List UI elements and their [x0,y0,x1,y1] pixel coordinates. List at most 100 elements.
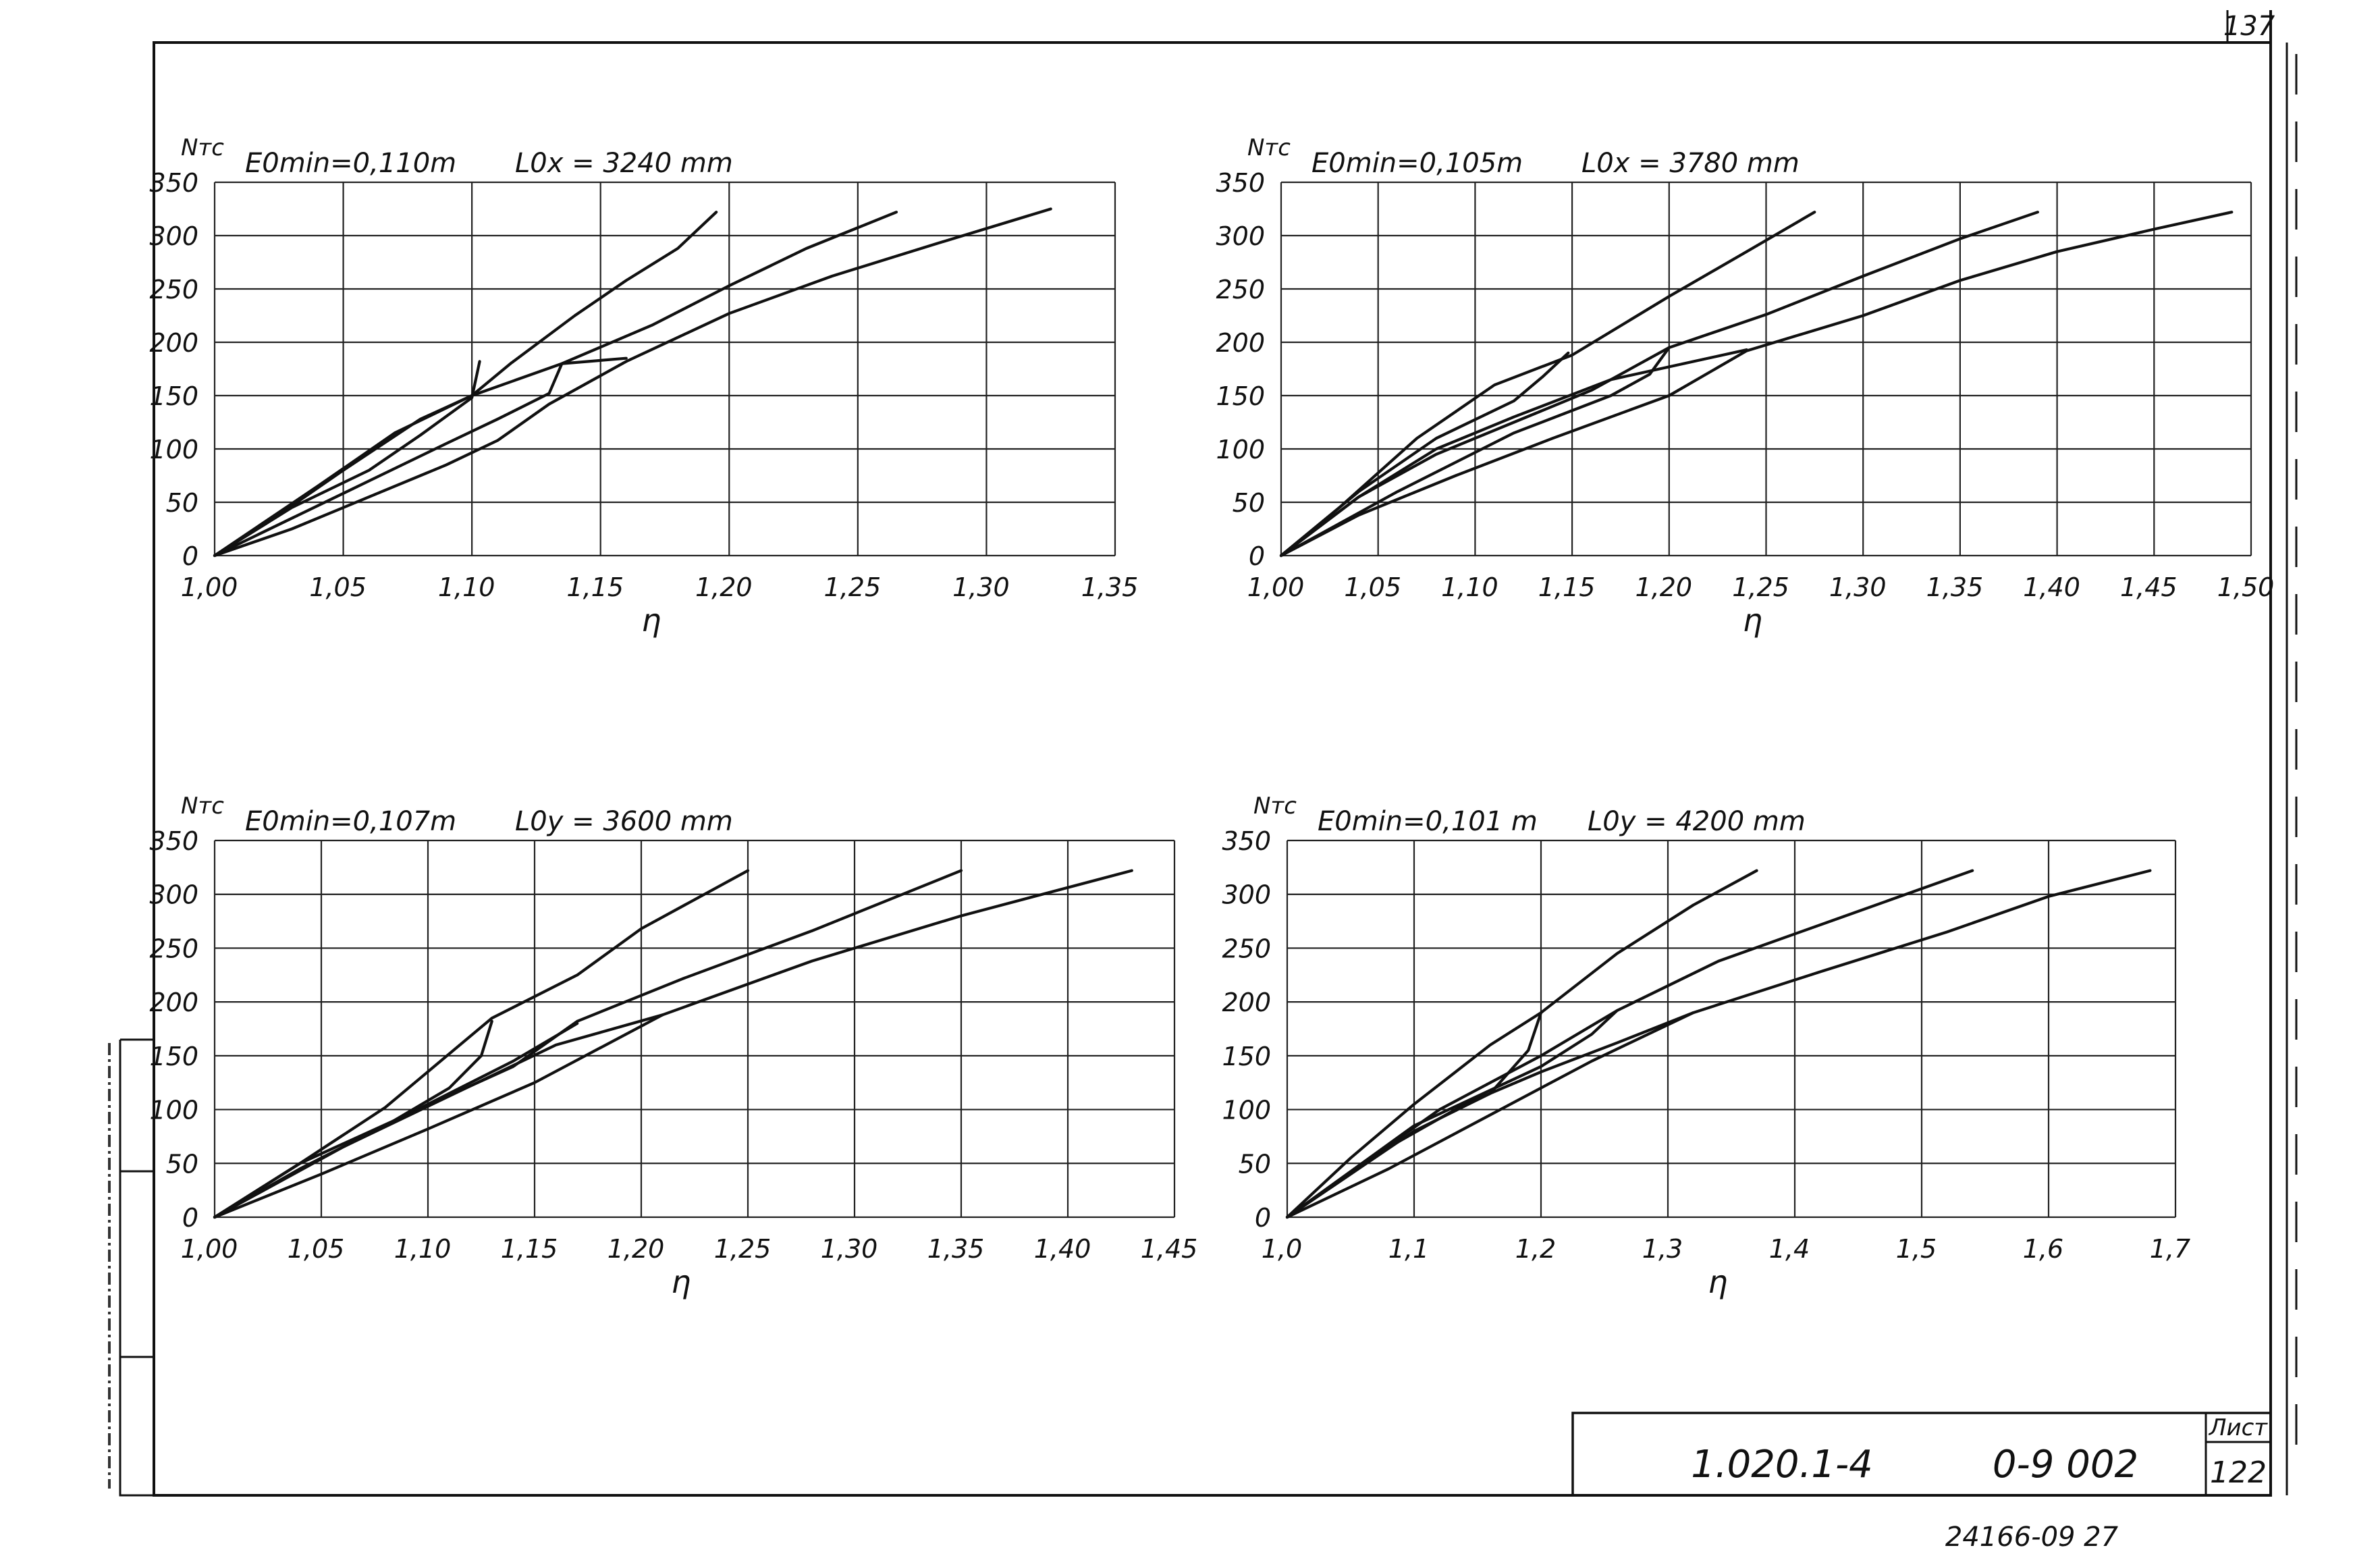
param-e0min: E0min=0,110m [245,148,456,179]
curve-5 [213,360,481,558]
y-tick-label: 150 [149,1042,198,1071]
x-tick-label: 1,00 [181,1234,238,1264]
y-tick-label: 350 [149,168,198,198]
chart-panel-bottom-right: 1,0 1,1 1,2 1,3 1,4 1,5 1,6 1,7 0 50 100 150 200 250 3… [1222,793,2190,1300]
curve-2 [213,211,898,558]
curve-1 [1285,869,1758,1219]
y-axis-label: Nтс [181,134,224,161]
x-tick-label: 1,20 [1635,572,1692,602]
x-tick-label: 1,05 [1344,572,1401,602]
sheet-label: Лист [2208,1414,2268,1441]
x-axis-label: η [641,602,661,639]
document-code: 1.020.1-4 [1691,1443,1873,1487]
y-tick-label: 0 [1255,1203,1271,1233]
x-axis-label: η [1708,1264,1727,1300]
param-length: L0y = 4200 mm [1588,806,1806,837]
y-tick-label: 300 [1216,221,1265,251]
x-tick-label: 1,35 [927,1234,985,1264]
x-tick-label: 1,35 [1926,572,1984,602]
x-tick-label: 1,0 [1262,1234,1302,1264]
y-tick-label: 100 [1216,435,1265,464]
page-number-box [2226,10,2272,43]
x-tick-label: 1,00 [181,572,238,602]
x-axis-label: η [1743,602,1762,639]
x-tick-label: 1,5 [1896,1234,1937,1264]
chart-panel-top-left: 1,00 1,05 1,10 1,15 1,20 1,25 1,30 1,35 0 50 100 15… [149,134,1138,639]
y-axis-label: Nтс [1247,134,1291,161]
curve-1 [1279,211,1816,558]
y-tick-label: 0 [182,541,198,571]
bottom-archive-code: 24166-09 27 [1945,1522,2119,1550]
y-tick-label: 200 [149,328,198,358]
curve-3 [1279,211,2234,558]
param-e0min: E0min=0,101 m [1318,806,1538,837]
sheet-number: 122 [2210,1455,2267,1490]
curve-3 [213,869,1133,1219]
x-tick-label: 1,10 [394,1234,452,1264]
x-tick-label: 1,25 [1732,572,1789,602]
x-tick-label: 1,20 [695,572,753,602]
binding-strip [119,1038,154,1497]
curve-1 [213,211,718,558]
x-tick-label: 1,45 [2120,572,2178,602]
y-tick-label: 0 [182,1203,198,1233]
curve-2 [1279,211,2039,558]
x-tick-label: 1,05 [288,1234,345,1264]
param-length: L0x = 3240 mm [515,148,733,179]
x-tick-label: 1,00 [1247,572,1305,602]
x-tick-label: 1,10 [438,572,495,602]
page-number: 137 [2223,11,2275,42]
x-tick-label: 1,50 [2217,572,2275,602]
curve-4 [213,356,628,558]
y-tick-label: 250 [149,934,198,963]
chart-panel-top-right: 1,00 1,05 1,10 1,15 1,20 1,25 1,30 1,35 1,40 1,45… [1216,134,2274,639]
x-tick-label: 1,10 [1441,572,1498,602]
param-e0min: E0min=0,105m [1311,148,1523,179]
param-length: L0y = 3600 mm [515,806,733,837]
param-e0min: E0min=0,107m [245,806,456,837]
x-tick-label: 1,30 [952,572,1010,602]
y-tick-label: 50 [166,1149,198,1179]
x-axis-label: η [671,1264,691,1300]
y-tick-label: 150 [1222,1042,1271,1071]
x-tick-label: 1,25 [824,572,882,602]
x-tick-label: 1,25 [714,1234,772,1264]
param-length: L0x = 3780 mm [1581,148,1800,179]
x-tick-label: 1,6 [2023,1234,2063,1264]
y-tick-label: 50 [1239,1149,1271,1179]
x-tick-label: 1,45 [1141,1234,1198,1264]
y-tick-label: 350 [149,826,198,856]
y-tick-label: 100 [149,1096,198,1125]
y-tick-label: 100 [1222,1096,1271,1125]
x-tick-label: 1,15 [566,572,624,602]
y-tick-label: 350 [1222,826,1271,856]
x-tick-label: 1,20 [607,1234,665,1264]
x-tick-label: 1,15 [501,1234,558,1264]
x-tick-label: 1,40 [2023,572,2080,602]
y-tick-label: 100 [149,435,198,464]
y-tick-label: 300 [149,880,198,910]
x-tick-label: 1,15 [1538,572,1596,602]
y-tick-label: 250 [1222,934,1271,963]
x-tick-label: 1,2 [1515,1234,1556,1264]
x-tick-label: 1,3 [1642,1234,1683,1264]
curve-6 [1279,346,1671,558]
y-axis-label: Nтс [181,793,224,820]
title-block: 1.020.1-4 0-9 002 Лист 122 [1571,1412,2272,1497]
y-tick-label: 0 [1249,541,1265,571]
y-tick-label: 200 [1216,328,1265,358]
y-tick-label: 250 [149,275,198,304]
curve-5 [1279,351,1570,558]
y-tick-label: 200 [149,988,198,1017]
curve-3 [213,207,1052,558]
curve-6 [213,1013,664,1219]
y-tick-label: 200 [1222,988,1271,1017]
x-tick-label: 1,05 [309,572,367,602]
y-tick-label: 300 [1222,880,1271,910]
curve-6 [1285,1009,1619,1219]
curve-4 [1279,348,1748,558]
sheet-code: 0-9 002 [1993,1443,2138,1487]
y-tick-label: 350 [1216,168,1265,198]
x-tick-label: 1,4 [1769,1234,1810,1264]
